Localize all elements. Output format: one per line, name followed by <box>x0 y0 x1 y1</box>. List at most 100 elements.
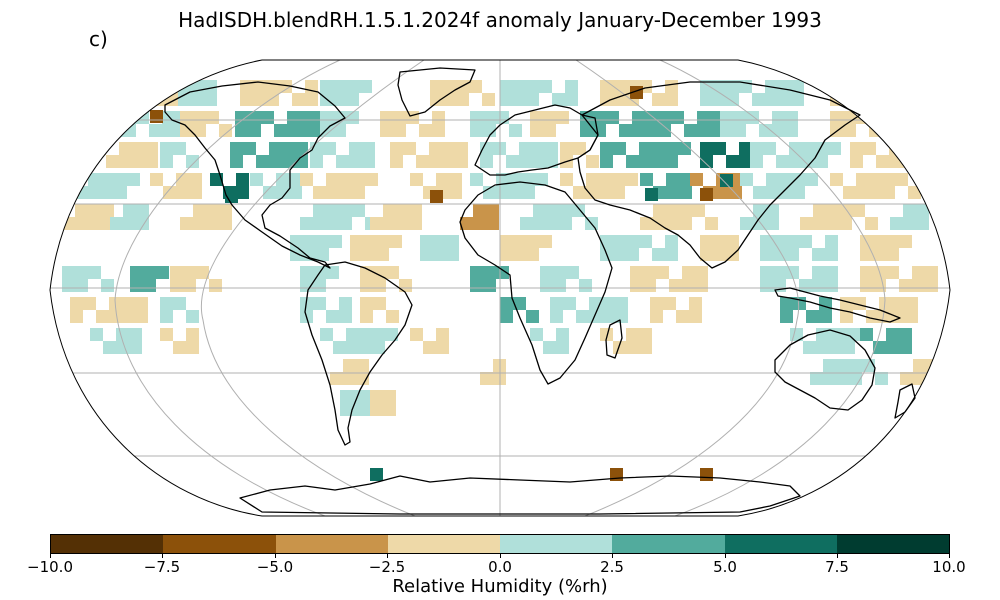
anomaly-cell <box>360 279 373 292</box>
anomaly-cell <box>679 204 692 217</box>
anomaly-cell <box>619 124 632 137</box>
anomaly-cell <box>639 142 652 155</box>
anomaly-cell <box>500 248 513 261</box>
anomaly-cell <box>483 124 496 137</box>
anomaly-cell <box>513 80 526 93</box>
anomaly-cell <box>353 403 366 416</box>
anomaly-cell <box>279 80 292 93</box>
longitude-line-60e <box>575 60 800 516</box>
anomaly-cell <box>563 297 576 310</box>
anomaly-cell <box>690 173 703 186</box>
anomaly-cell <box>840 297 853 310</box>
anomaly-cell <box>320 111 333 124</box>
anomaly-cell <box>496 266 509 279</box>
anomaly-cell <box>189 186 202 199</box>
anomaly-cell <box>663 297 676 310</box>
anomaly-cell <box>509 173 522 186</box>
coastline-australia <box>774 329 876 411</box>
anomaly-cell <box>895 111 908 124</box>
anomaly-cell <box>170 279 183 292</box>
anomaly-cell <box>423 341 436 354</box>
anomaly-cell <box>550 297 563 310</box>
anomaly-cell <box>773 235 786 248</box>
anomaly-cell <box>75 204 88 217</box>
anomaly-cell <box>913 359 926 372</box>
anomaly-cell <box>320 80 333 93</box>
anomaly-cell <box>250 173 263 186</box>
anomaly-cell <box>360 266 373 279</box>
anomaly-cell <box>526 235 539 248</box>
anomaly-cell <box>776 155 789 168</box>
anomaly-cell <box>765 93 778 106</box>
anomaly-cell <box>733 124 746 137</box>
anomaly-cell <box>630 279 643 292</box>
anomaly-cell <box>519 155 532 168</box>
anomaly-cell <box>443 80 456 93</box>
anomaly-cell <box>513 93 526 106</box>
anomaly-cell <box>600 235 613 248</box>
anomaly-cell <box>652 93 665 106</box>
anomaly-cell <box>88 204 101 217</box>
anomaly-cell <box>560 173 573 186</box>
anomaly-cell <box>853 297 866 310</box>
anomaly-cell <box>752 93 765 106</box>
anomaly-cell <box>710 124 723 137</box>
anomaly-cell <box>739 155 752 168</box>
anomaly-cell <box>150 93 163 106</box>
anomaly-cell <box>908 111 921 124</box>
anomaly-cell <box>305 93 318 106</box>
anomaly-cell <box>625 173 638 186</box>
anomaly-cell <box>671 111 684 124</box>
anomaly-cell <box>383 204 396 217</box>
anomaly-cell <box>209 279 222 292</box>
anomaly-cell <box>340 403 353 416</box>
anomaly-cell <box>786 248 799 261</box>
anomaly-cell <box>546 217 559 230</box>
anomaly-cell <box>130 279 143 292</box>
anomaly-cell <box>639 155 652 168</box>
anomaly-cell <box>156 266 169 279</box>
anomaly-cell <box>339 297 352 310</box>
longitude-line-120e <box>659 60 886 516</box>
anomaly-cell <box>613 235 626 248</box>
anomaly-cell <box>863 142 876 155</box>
anomaly-cell <box>136 204 149 217</box>
anomaly-cell <box>193 204 206 217</box>
anomaly-cell <box>600 155 613 168</box>
anomaly-cell <box>329 235 342 248</box>
anomaly-cell <box>455 155 468 168</box>
anomaly-cell <box>373 266 386 279</box>
anomaly-cell <box>849 372 862 385</box>
anomaly-cell <box>482 93 495 106</box>
anomaly-cell <box>363 248 376 261</box>
anomaly-cell <box>193 111 206 124</box>
anomaly-cell <box>869 124 882 137</box>
anomaly-cell <box>300 279 313 292</box>
anomaly-cell <box>645 188 658 201</box>
anomaly-cell <box>823 359 836 372</box>
anomaly-cell <box>760 279 773 292</box>
colorbar-segment-8 <box>836 535 949 553</box>
anomaly-cell <box>713 235 726 248</box>
coastline-south-america <box>304 261 413 446</box>
longitude-line-120w <box>114 60 341 516</box>
anomaly-cell <box>825 266 838 279</box>
anomaly-cell <box>396 217 409 230</box>
anomaly-cell <box>665 142 678 155</box>
anomaly-cell <box>189 173 202 186</box>
anomaly-cell <box>873 235 886 248</box>
anomaly-cell <box>442 155 455 168</box>
anomaly-cell <box>716 186 729 199</box>
anomaly-cell <box>320 124 333 137</box>
anomaly-cell <box>825 279 838 292</box>
anomaly-cell <box>180 111 193 124</box>
anomaly-cell <box>150 110 163 123</box>
anomaly-cell <box>248 111 261 124</box>
coastline-madagascar <box>605 319 623 359</box>
anomaly-cell <box>219 204 232 217</box>
anomaly-cell <box>626 248 639 261</box>
anomaly-cell <box>235 124 248 137</box>
anomaly-cell <box>869 186 882 199</box>
anomaly-cell <box>123 217 136 230</box>
anomaly-cell <box>882 173 895 186</box>
